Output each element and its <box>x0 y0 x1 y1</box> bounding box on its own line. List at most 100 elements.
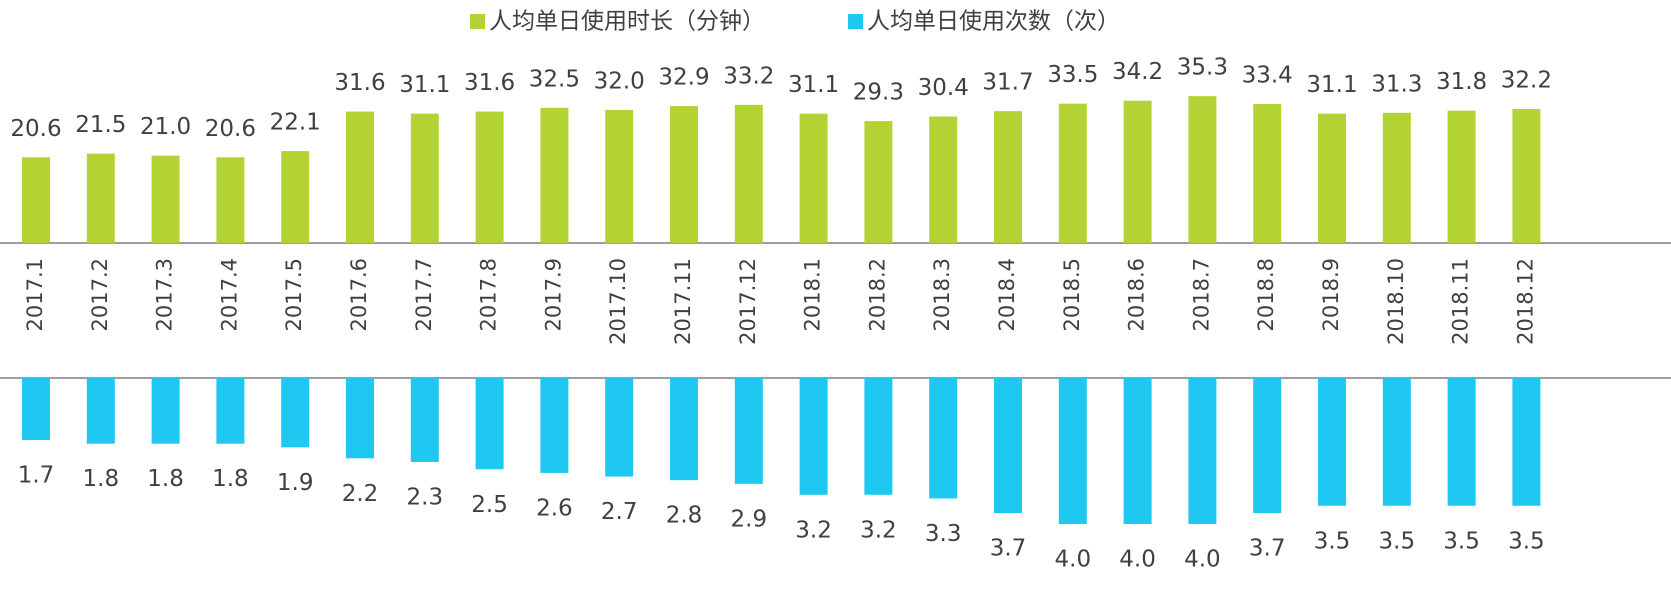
bar <box>151 378 180 444</box>
x-tick-label: 2018.10 <box>1384 258 1408 345</box>
bar <box>86 378 115 444</box>
bar <box>216 157 245 243</box>
x-tick-label: 2017.5 <box>282 258 306 331</box>
bar <box>605 378 634 477</box>
data-label: 30.4 <box>918 75 969 101</box>
bar <box>281 378 310 448</box>
x-tick-label: 2018.1 <box>801 258 825 331</box>
x-tick-label: 2017.7 <box>412 258 436 331</box>
bar <box>670 106 698 243</box>
bar <box>1382 378 1411 506</box>
bar <box>86 153 115 243</box>
bar <box>1123 378 1152 524</box>
data-label: 31.6 <box>464 70 515 96</box>
x-tick-label: 2018.8 <box>1254 258 1278 331</box>
legend-swatch <box>470 14 485 29</box>
data-label: 29.3 <box>853 80 904 106</box>
bar <box>540 378 569 473</box>
data-label: 2.6 <box>536 495 573 521</box>
bar <box>605 109 634 243</box>
data-label: 20.6 <box>10 116 61 142</box>
bar <box>799 378 828 495</box>
x-tick-label: 2018.4 <box>995 258 1019 331</box>
bar <box>1253 104 1282 243</box>
data-label: 33.4 <box>1242 63 1293 89</box>
x-tick-label: 2017.9 <box>541 258 565 331</box>
bar <box>734 104 763 243</box>
bar <box>346 111 374 243</box>
data-label: 1.8 <box>212 466 249 492</box>
bar <box>22 157 50 243</box>
legend-swatch <box>848 14 863 29</box>
bar <box>670 378 698 481</box>
data-label: 3.5 <box>1508 528 1545 554</box>
data-label: 32.9 <box>658 65 709 91</box>
data-label: 1.7 <box>18 463 55 489</box>
bar <box>1447 378 1476 506</box>
bar <box>540 107 569 243</box>
data-label: 3.3 <box>925 521 962 547</box>
data-label: 31.1 <box>399 72 450 98</box>
data-label: 3.2 <box>795 517 832 543</box>
data-label: 20.6 <box>205 116 256 142</box>
x-tick-label: 2018.2 <box>865 258 889 331</box>
bar <box>475 378 504 470</box>
data-label: 3.7 <box>990 536 1027 562</box>
x-tick-label: 2017.2 <box>88 258 112 331</box>
data-label: 2.2 <box>342 481 379 507</box>
x-tick-label: 2017.4 <box>217 258 241 331</box>
data-label: 31.8 <box>1436 69 1487 95</box>
x-tick-label: 2018.12 <box>1513 258 1537 345</box>
bar <box>410 113 439 244</box>
bar <box>734 378 763 484</box>
data-label: 33.2 <box>723 63 774 89</box>
bar <box>929 116 958 243</box>
data-label: 21.5 <box>75 112 126 138</box>
data-label: 33.5 <box>1047 62 1098 88</box>
bar <box>994 111 1022 244</box>
data-label: 31.3 <box>1371 71 1422 97</box>
data-label: 35.3 <box>1177 55 1228 81</box>
bar <box>1447 110 1476 243</box>
bar <box>1188 378 1217 524</box>
bar <box>864 121 893 243</box>
data-label: 32.0 <box>594 68 645 94</box>
bar <box>475 111 504 243</box>
bar <box>1058 103 1087 243</box>
bar <box>151 155 180 243</box>
bar <box>410 378 439 462</box>
bar <box>1512 109 1541 243</box>
bar <box>216 378 245 444</box>
legend-label: 人均单日使用次数（次） <box>867 9 1120 35</box>
data-label: 2.9 <box>731 506 768 532</box>
x-tick-label: 2017.12 <box>736 258 760 345</box>
x-tick-label: 2017.10 <box>606 258 630 345</box>
data-label: 32.2 <box>1501 68 1552 94</box>
data-label: 2.5 <box>471 492 508 518</box>
data-label: 3.2 <box>860 517 897 543</box>
x-tick-label: 2018.6 <box>1125 258 1149 331</box>
data-label: 1.9 <box>277 470 314 496</box>
x-tick-label: 2017.11 <box>671 258 695 345</box>
bar <box>929 378 958 499</box>
data-label: 4.0 <box>1119 547 1156 573</box>
data-label: 34.2 <box>1112 59 1163 85</box>
bar <box>1318 378 1346 506</box>
data-label: 3.5 <box>1379 528 1416 554</box>
bar <box>281 151 310 243</box>
bar <box>1188 96 1217 243</box>
bar <box>1058 378 1087 524</box>
x-tick-label: 2017.3 <box>153 258 177 331</box>
bar <box>346 378 374 459</box>
x-tick-label: 2018.9 <box>1319 258 1343 331</box>
data-label: 4.0 <box>1055 547 1092 573</box>
data-label: 4.0 <box>1184 547 1221 573</box>
data-label: 22.1 <box>270 110 321 136</box>
data-label: 31.7 <box>982 70 1033 96</box>
data-label: 3.5 <box>1314 528 1351 554</box>
data-label: 3.7 <box>1249 536 1286 562</box>
data-label: 1.8 <box>83 466 120 492</box>
bar <box>1123 100 1152 243</box>
x-tick-label: 2017.8 <box>477 258 501 331</box>
